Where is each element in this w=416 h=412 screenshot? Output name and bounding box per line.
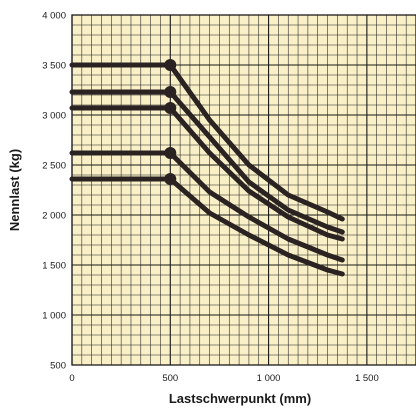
series-2-knee-point xyxy=(164,86,177,98)
series-5-knee-point xyxy=(164,173,177,185)
series-3-knee-point xyxy=(164,102,177,114)
y-tick-label: 3 000 xyxy=(42,111,66,122)
y-axis-title: Nennlast (kg) xyxy=(7,149,22,231)
y-tick-label: 2 500 xyxy=(42,161,66,172)
plot-frame xyxy=(71,14,416,366)
series-1-knee-point xyxy=(164,59,177,71)
series-layer xyxy=(69,59,345,277)
x-axis-ticks: 0 500 1 000 1 500 xyxy=(69,373,378,384)
y-tick-label: 500 xyxy=(50,361,66,372)
y-tick-label: 1 000 xyxy=(42,311,66,322)
x-tick-label: 1 000 xyxy=(257,373,281,384)
y-axis-ticks: 500 1 000 1 500 2 000 2 500 3 000 3 500 4 000 xyxy=(42,11,66,372)
series-4-knee-point xyxy=(164,147,177,159)
x-tick-label: 0 xyxy=(69,373,74,384)
x-axis-title: Lastschwerpunkt (mm) xyxy=(169,391,311,406)
y-tick-label: 1 500 xyxy=(42,261,66,272)
plot-background xyxy=(72,15,416,365)
x-tick-label: 500 xyxy=(162,373,178,384)
y-tick-label: 4 000 xyxy=(42,11,66,22)
y-tick-label: 2 000 xyxy=(42,211,66,222)
x-tick-label: 1 500 xyxy=(355,373,379,384)
y-tick-label: 3 500 xyxy=(42,61,66,72)
